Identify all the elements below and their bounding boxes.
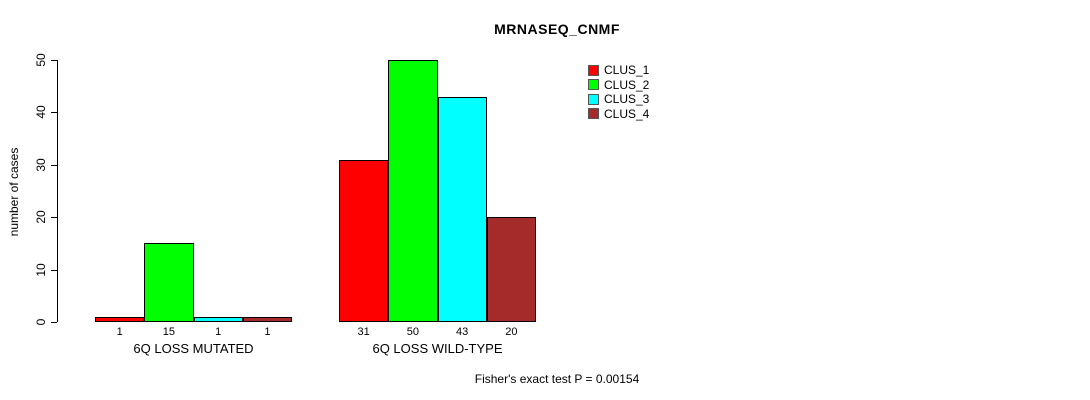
bar-value-label: 1 xyxy=(116,326,123,338)
legend-swatch-clus_4 xyxy=(588,108,599,120)
stat-test-annotation: Fisher's exact test P = 0.00154 xyxy=(474,372,640,386)
chart-title: MRNASEQ_CNMF xyxy=(494,21,620,37)
legend-label: CLUS_1 xyxy=(604,63,650,78)
bar-clus_4-group2 xyxy=(486,217,536,322)
bar-value-label: 1 xyxy=(215,326,222,338)
bar-clus_2-group1 xyxy=(144,243,194,322)
bar-clus_3-group2 xyxy=(437,96,487,322)
y-tick-label: 0 xyxy=(34,318,48,326)
bar-clus_4-group1 xyxy=(242,316,292,322)
y-tick-label: 20 xyxy=(34,210,48,224)
y-axis-line xyxy=(57,60,58,322)
y-tick-label: 40 xyxy=(34,105,48,120)
bar-value-label: 50 xyxy=(406,326,419,338)
bar-value-label: 1 xyxy=(264,326,271,338)
x-category-label: 6Q LOSS MUTATED xyxy=(133,341,254,356)
bar-clus_1-group1 xyxy=(95,316,145,322)
bar-clus_1-group2 xyxy=(339,159,389,322)
legend-label: CLUS_3 xyxy=(604,92,650,107)
legend-item-clus_2: CLUS_2 xyxy=(588,78,649,93)
bar-value-label: 15 xyxy=(162,326,175,338)
bar-value-label: 43 xyxy=(456,326,469,338)
bar-value-label: 20 xyxy=(505,326,518,338)
legend-item-clus_1: CLUS_1 xyxy=(588,63,649,78)
legend-label: CLUS_2 xyxy=(604,77,650,92)
legend-label: CLUS_4 xyxy=(604,106,650,121)
y-tick-label: 50 xyxy=(34,53,48,67)
bar-clus_2-group2 xyxy=(388,60,438,322)
bar-clus_3-group1 xyxy=(193,316,243,322)
legend-swatch-clus_2 xyxy=(588,79,599,91)
y-tick-mark xyxy=(51,269,57,271)
legend-swatch-clus_1 xyxy=(588,64,599,76)
y-tick-mark xyxy=(51,217,57,219)
y-tick-mark xyxy=(51,164,57,166)
legend-swatch-clus_3 xyxy=(588,93,599,105)
legend-item-clus_4: CLUS_4 xyxy=(588,107,649,122)
y-tick-label: 10 xyxy=(34,262,48,277)
y-axis-title: number of cases xyxy=(7,147,21,237)
bar-value-label: 31 xyxy=(357,326,370,338)
x-category-label: 6Q LOSS WILD-TYPE xyxy=(372,341,503,356)
y-tick-label: 30 xyxy=(34,158,48,172)
legend-item-clus_3: CLUS_3 xyxy=(588,92,649,107)
y-tick-mark xyxy=(51,112,57,114)
y-tick-mark xyxy=(51,322,57,323)
legend: CLUS_1 CLUS_2 CLUS_3 CLUS_4 xyxy=(588,63,649,121)
y-tick-mark xyxy=(51,60,57,61)
